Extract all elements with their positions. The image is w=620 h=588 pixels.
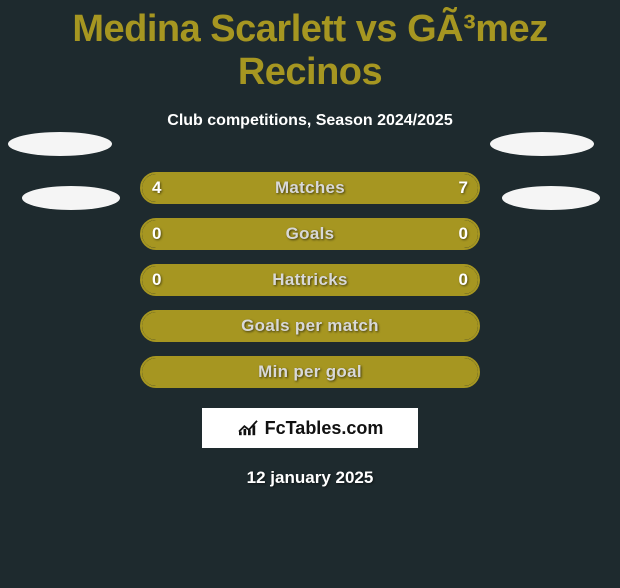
decorative-ellipse: [8, 132, 112, 156]
value-right: 0: [459, 264, 468, 296]
decorative-ellipse: [490, 132, 594, 156]
value-left: 0: [152, 218, 161, 250]
stat-row: Goals per match: [140, 310, 480, 342]
value-right: 7: [459, 172, 468, 204]
stat-row: Matches4 7: [140, 172, 480, 204]
decorative-ellipse: [502, 186, 600, 210]
decorative-ellipse: [22, 186, 120, 210]
bar-label: Min per goal: [140, 356, 480, 388]
bar-label: Matches: [140, 172, 480, 204]
stat-row: Goals0 0: [140, 218, 480, 250]
chart-icon: [237, 419, 259, 437]
page-title: Medina Scarlett vs GÃ³mez Recinos: [0, 8, 620, 94]
stat-row: Hattricks0 0: [140, 264, 480, 296]
value-right: 0: [459, 218, 468, 250]
logo-text: FcTables.com: [265, 418, 384, 439]
datestamp: 12 january 2025: [0, 468, 620, 488]
value-left: 4: [152, 172, 161, 204]
subtitle: Club competitions, Season 2024/2025: [0, 112, 620, 130]
bar-label: Goals per match: [140, 310, 480, 342]
logo-box: FcTables.com: [202, 408, 418, 448]
bar-label: Goals: [140, 218, 480, 250]
value-left: 0: [152, 264, 161, 296]
stat-row: Min per goal: [140, 356, 480, 388]
bar-label: Hattricks: [140, 264, 480, 296]
